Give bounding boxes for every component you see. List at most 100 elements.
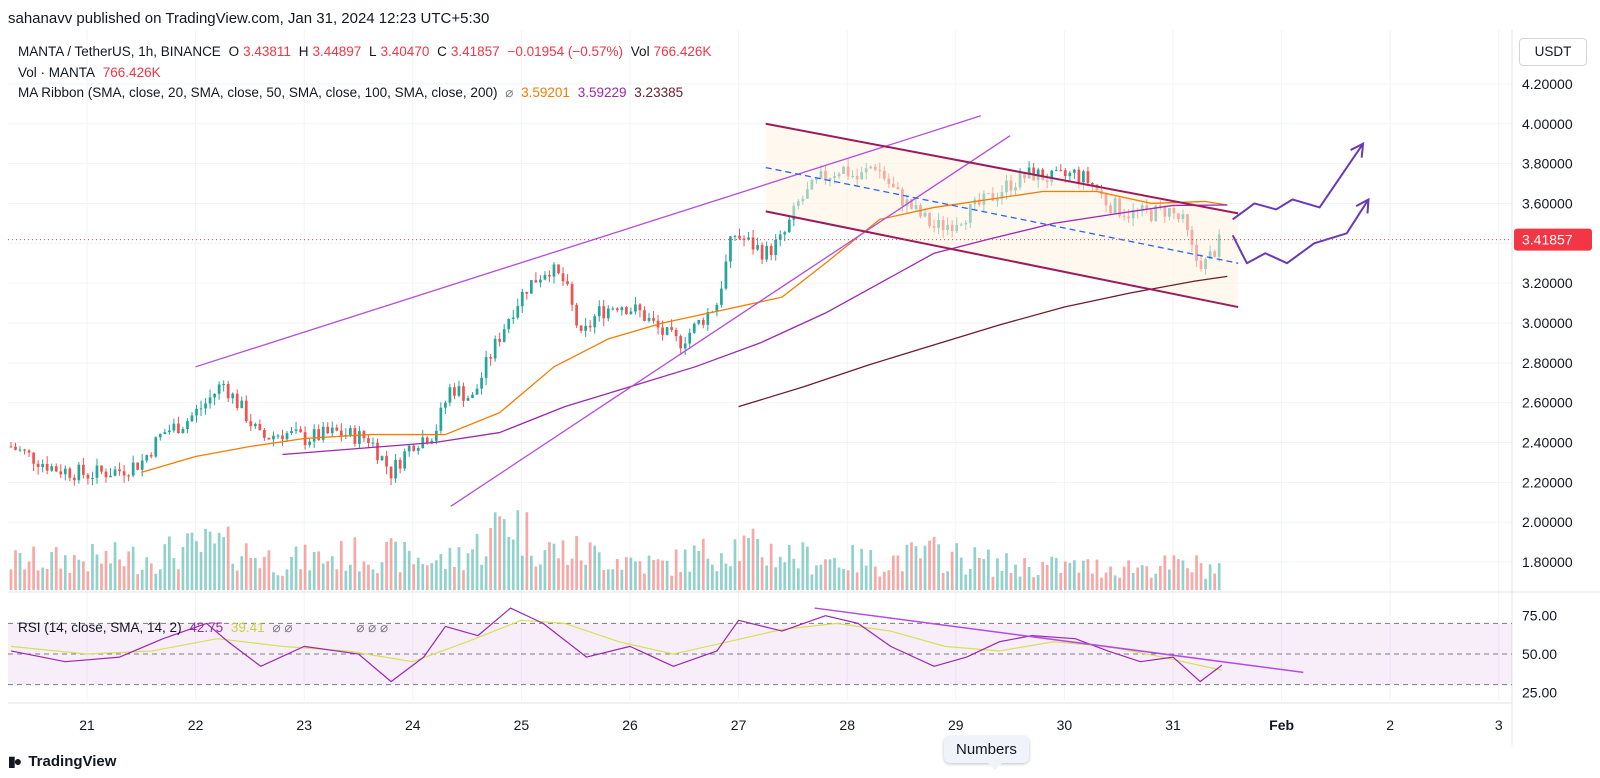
candle-body: [611, 308, 615, 310]
price-tick-label: 3.20000: [1522, 275, 1573, 291]
candle-body: [471, 394, 474, 399]
ma-ribbon-legend: MA Ribbon (SMA, close, 20, SMA, close, 5…: [18, 85, 687, 101]
candle-body: [729, 236, 732, 262]
candle-body: [670, 327, 673, 330]
volume-bar: [1091, 573, 1094, 590]
candle-body: [226, 383, 230, 399]
volume-bar: [416, 557, 420, 590]
rsi-value: 42.75: [189, 620, 224, 635]
volume-bar: [475, 533, 479, 590]
rsi-visibility-icons-extra[interactable]: ⌀ ⌀ ⌀: [356, 620, 389, 635]
candle-body: [733, 235, 737, 237]
volume-bar: [878, 576, 882, 590]
volume-bar: [697, 551, 701, 590]
price-tick-label: 2.00000: [1522, 514, 1573, 530]
volume-legend: Vol · MANTA 766.426K: [18, 65, 165, 80]
volume-bar: [964, 574, 968, 590]
volume-bar: [611, 569, 615, 590]
volume-bar: [729, 566, 732, 590]
candle-body: [425, 437, 429, 444]
projection-arrowhead: [1350, 141, 1365, 158]
volume-bar: [1005, 553, 1008, 590]
candle-body: [606, 308, 610, 319]
volume-bar: [1041, 561, 1045, 590]
candle-body: [380, 456, 384, 461]
volume-bar: [330, 556, 334, 590]
volume-bar: [385, 541, 388, 590]
volume-bar: [321, 563, 325, 590]
candle-body: [50, 466, 54, 471]
volume-bar: [281, 575, 284, 590]
volume-bar: [1177, 559, 1180, 590]
volume-bar: [575, 536, 578, 590]
candle-body: [756, 245, 759, 250]
volume-bar: [86, 571, 90, 590]
time-tick-label: 30: [1057, 717, 1073, 733]
candle-body: [584, 325, 588, 331]
volume-bar: [706, 558, 710, 590]
candle-body: [444, 402, 447, 408]
volume-bar: [625, 557, 628, 590]
candle-body: [154, 437, 158, 457]
volume-bar: [1131, 572, 1135, 590]
volume-bar: [1023, 558, 1026, 590]
rsi-visibility-icons[interactable]: ⌀ ⌀: [272, 620, 293, 635]
volume-bar: [18, 552, 22, 590]
volume-bar: [1158, 565, 1162, 590]
ma200-value: 3.23385: [634, 85, 684, 100]
visibility-icon[interactable]: ⌀: [505, 85, 514, 100]
volume-bar: [520, 555, 524, 590]
change-value: −0.01954 (−0.57%): [507, 44, 624, 59]
volume-bar: [226, 526, 230, 590]
candle-body: [520, 291, 524, 307]
candle-body: [629, 311, 633, 315]
candle-body: [299, 429, 302, 433]
volume-bar: [1082, 560, 1085, 590]
volume-bar: [987, 549, 990, 590]
candle-body: [484, 357, 488, 378]
volume-bar: [1145, 566, 1149, 590]
vol-line-label[interactable]: Vol · MANTA: [18, 65, 96, 80]
candle-body: [534, 280, 538, 283]
volume-bar: [158, 569, 162, 590]
candle-body: [23, 449, 26, 451]
volume-bar: [873, 566, 877, 590]
volume-bar: [113, 542, 117, 590]
volume-bar: [860, 548, 864, 590]
candle-body: [1091, 183, 1094, 185]
volume-bar: [50, 551, 54, 590]
volume-bar: [403, 541, 407, 590]
ma-ribbon-label[interactable]: MA Ribbon (SMA, close, 20, SMA, close, 5…: [18, 85, 498, 100]
candle-body: [783, 232, 787, 235]
candle-body: [244, 400, 248, 422]
candle-body: [385, 456, 388, 467]
candle-body: [588, 325, 592, 328]
candle-body: [376, 442, 379, 461]
candle-body: [281, 435, 284, 440]
candle-body: [493, 338, 497, 359]
volume-bar: [1109, 566, 1112, 590]
time-tick-label: 23: [296, 717, 312, 733]
price-tick-label: 2.80000: [1522, 355, 1573, 371]
volume-bar: [453, 566, 456, 590]
currency-button[interactable]: USDT: [1519, 38, 1587, 66]
volume-bar: [253, 558, 257, 590]
channel-lower: [765, 210, 1239, 309]
volume-bar: [634, 561, 637, 590]
volume-bar: [317, 551, 321, 590]
price-tick-label: 3.80000: [1522, 156, 1573, 172]
symbol-name[interactable]: MANTA / TetherUS, 1h, BINANCE: [18, 44, 221, 59]
candle-body: [715, 304, 719, 312]
candle-body: [683, 343, 687, 349]
candle-body: [109, 475, 112, 478]
candle-body: [326, 426, 330, 434]
candle-body: [348, 428, 352, 436]
volume-bar: [606, 569, 610, 590]
rsi-label[interactable]: RSI (14, close, SMA, 14, 2): [18, 620, 182, 635]
candle-body: [548, 274, 551, 277]
candle-body: [529, 280, 533, 294]
volume-bar: [1172, 555, 1176, 590]
volume-bar: [1122, 566, 1126, 590]
tradingview-brand[interactable]: ▮● TradingView: [8, 753, 116, 770]
